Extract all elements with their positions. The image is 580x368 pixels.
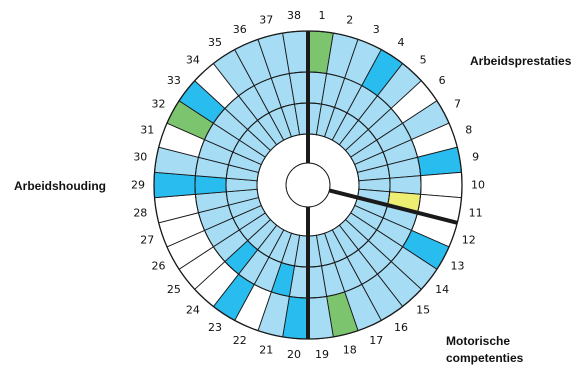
wheel-cell-29-ring-2 <box>194 175 227 195</box>
category-label-arbeidsprestaties: Arbeidsprestaties <box>470 54 572 68</box>
segment-number: 5 <box>420 53 427 66</box>
segment-number: 20 <box>287 348 301 361</box>
category-label-line: Motorische <box>446 334 511 348</box>
wheel-cell-10-ring-2 <box>389 175 422 195</box>
segment-number: 15 <box>416 304 430 317</box>
segment-number: 18 <box>343 343 357 356</box>
segment-number: 37 <box>259 14 273 27</box>
segment-number: 16 <box>394 321 408 334</box>
segment-number: 26 <box>151 259 165 272</box>
segment-number: 8 <box>465 123 472 136</box>
segment-number: 29 <box>131 179 145 192</box>
segment-number: 9 <box>472 151 479 164</box>
segment-number: 35 <box>208 36 222 49</box>
segment-number: 6 <box>439 74 446 87</box>
segment-number: 4 <box>397 36 404 49</box>
segment-number: 12 <box>462 234 476 247</box>
segment-number: 36 <box>233 23 247 36</box>
segment-number: 2 <box>346 14 353 27</box>
wheel-cell-10-ring-1 <box>420 171 463 199</box>
segment-number: 38 <box>287 9 301 22</box>
segment-number: 27 <box>140 234 154 247</box>
category-label-motorische-competenties: Motorische competenties <box>446 333 523 367</box>
category-label-arbeidshouding: Arbeidshouding <box>14 179 106 193</box>
segment-number: 1 <box>319 9 326 22</box>
category-divider-line <box>328 188 458 225</box>
segment-number: 14 <box>435 283 449 296</box>
segment-number: 10 <box>471 179 485 192</box>
segment-number: 31 <box>140 123 154 136</box>
segment-number: 17 <box>369 334 383 347</box>
segment-number: 33 <box>167 74 181 87</box>
wheel-cell-29-ring-1 <box>153 171 196 199</box>
segment-number: 11 <box>469 206 483 219</box>
segment-number: 34 <box>186 53 200 66</box>
segment-number: 13 <box>451 259 465 272</box>
segment-number: 30 <box>133 151 147 164</box>
segment-number: 32 <box>151 98 165 111</box>
segment-number: 23 <box>208 321 222 334</box>
segment-number: 21 <box>259 343 273 356</box>
segment-number: 25 <box>167 283 181 296</box>
category-label-line: competenties <box>446 351 524 365</box>
segment-number: 22 <box>233 334 247 347</box>
segment-number: 7 <box>454 98 461 111</box>
segment-number: 28 <box>133 206 147 219</box>
segment-number: 24 <box>186 304 200 317</box>
category-dividers <box>306 31 458 339</box>
wheel-hub <box>285 162 331 208</box>
segment-number: 3 <box>373 23 380 36</box>
segment-numbers: 1 234567891011121314151617181920212223242… <box>131 9 485 361</box>
segment-number: 19 <box>315 348 329 361</box>
